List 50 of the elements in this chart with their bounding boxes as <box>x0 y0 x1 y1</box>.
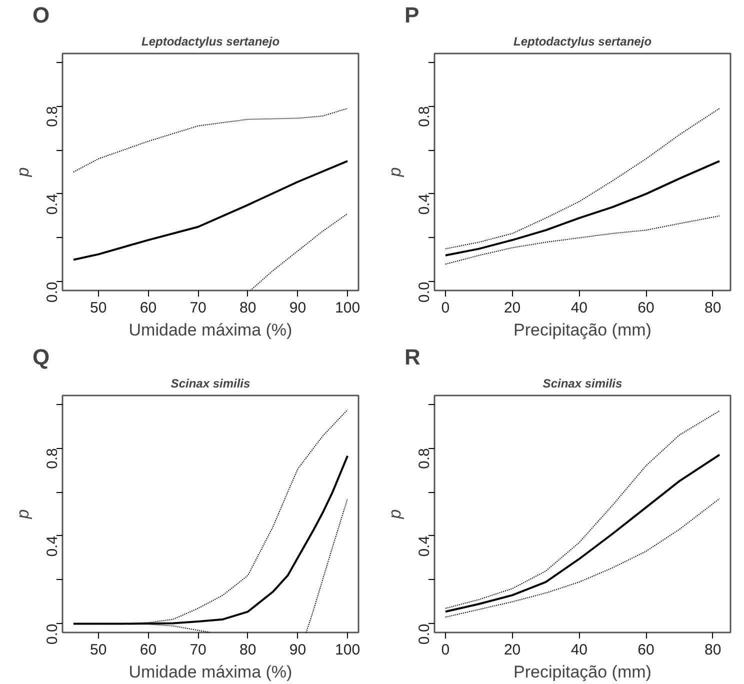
x-tick-label: 20 <box>504 642 521 658</box>
text: O <box>32 2 50 28</box>
x-tick-label: 60 <box>638 300 654 316</box>
x-tick-label: 40 <box>570 300 588 316</box>
x-tick-label: 100 <box>335 300 360 316</box>
x-tick-label: 60 <box>140 642 157 658</box>
chart-title: Scinax similis <box>542 376 623 390</box>
y-axis-title: p <box>14 509 32 520</box>
x-tick-label: 80 <box>704 642 722 658</box>
y-tick-label: 0.0 <box>416 282 433 303</box>
x-tick-label: 80 <box>704 300 722 316</box>
text: P <box>404 2 420 28</box>
y-tick-label: 0.4 <box>44 536 61 557</box>
y-tick-label: 0.8 <box>44 106 61 128</box>
chart-title: Scinax similis <box>170 376 251 390</box>
x-tick-label: 90 <box>289 300 306 316</box>
x-axis-title: Precipitação (mm) <box>514 662 652 682</box>
x-tick-label: 70 <box>190 300 206 316</box>
x-tick-label: 60 <box>638 642 654 658</box>
x-axis-title: Umidade máxima (%) <box>128 320 292 340</box>
y-tick-label: 0.4 <box>44 194 61 215</box>
x-tick-label: 100 <box>335 642 360 658</box>
x-tick-label: 60 <box>140 300 157 316</box>
x-tick-label: 90 <box>289 642 306 658</box>
text: Q <box>32 344 50 370</box>
x-tick-label: 0 <box>441 300 450 316</box>
y-tick-label: 0.0 <box>44 624 61 645</box>
x-tick-label: 70 <box>190 642 206 658</box>
x-axis-title: Umidade máxima (%) <box>128 662 292 682</box>
chart-title: Leptodactylus sertanejo <box>513 34 652 48</box>
x-tick-label: 80 <box>240 300 256 316</box>
y-tick-label: 0.0 <box>44 282 61 303</box>
y-axis-title: p <box>14 167 32 178</box>
chart-title: Leptodactylus sertanejo <box>141 34 280 48</box>
x-tick-label: 40 <box>570 642 588 658</box>
x-tick-label: 50 <box>90 300 107 316</box>
x-tick-label: 50 <box>90 642 107 658</box>
y-tick-label: 0.0 <box>416 624 433 645</box>
text: R <box>404 344 420 370</box>
y-tick-label: 0.8 <box>416 448 433 470</box>
y-axis-title: p <box>386 167 404 178</box>
y-tick-label: 0.8 <box>416 106 433 128</box>
x-axis-title: Precipitação (mm) <box>514 320 652 340</box>
y-tick-label: 0.8 <box>44 448 61 470</box>
y-tick-label: 0.4 <box>416 194 433 215</box>
x-tick-label: 20 <box>504 300 521 316</box>
y-axis-title: p <box>386 509 404 520</box>
y-tick-label: 0.4 <box>416 536 433 557</box>
x-tick-label: 80 <box>240 642 256 658</box>
x-tick-label: 0 <box>441 642 450 658</box>
